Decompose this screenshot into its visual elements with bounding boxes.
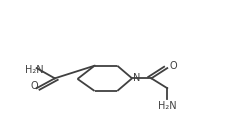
- Text: O: O: [30, 81, 38, 91]
- Text: N: N: [133, 73, 140, 83]
- Text: H₂N: H₂N: [157, 101, 176, 111]
- Text: H₂N: H₂N: [25, 65, 44, 75]
- Text: O: O: [169, 61, 177, 71]
